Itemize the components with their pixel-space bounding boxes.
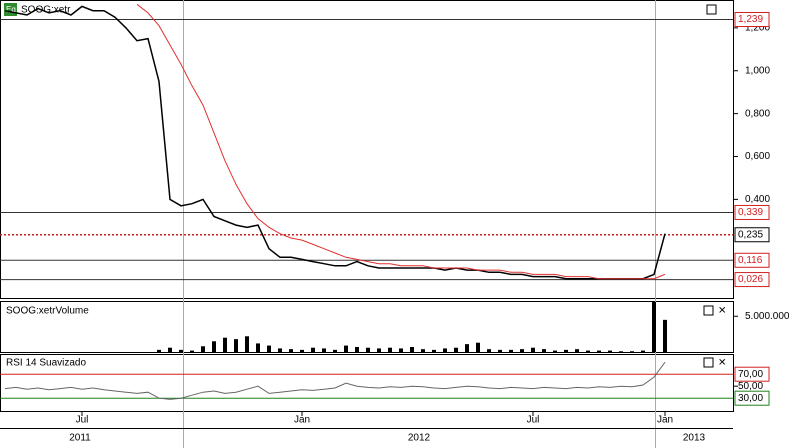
y-tick-label: 0,800	[745, 108, 770, 119]
rsi-line	[4, 361, 666, 400]
x-tick-label: Jul	[527, 415, 540, 426]
volume-bar	[663, 319, 667, 352]
x-tick-label: Jul	[76, 415, 89, 426]
volume-bar	[542, 349, 546, 352]
volume-bar	[410, 347, 414, 352]
volume-bar	[509, 349, 513, 352]
volume-bar	[168, 347, 172, 352]
volume-bar	[520, 349, 524, 352]
volume-bar	[630, 351, 634, 352]
year-label: 2011	[69, 433, 91, 444]
volume-bar	[608, 350, 612, 352]
y-tick-label: 1,200	[745, 23, 770, 34]
moving-average-line	[136, 3, 666, 280]
y-tick-label: 30,00	[738, 393, 763, 404]
volume-bar	[157, 349, 161, 352]
volume-bar	[652, 302, 656, 352]
volume-bar	[465, 344, 469, 352]
volume-bar	[432, 349, 436, 352]
level-label: 0,235	[738, 229, 763, 240]
level-label-box	[734, 227, 770, 243]
volume-bar	[399, 348, 403, 352]
maximize-button[interactable]	[703, 357, 714, 368]
volume-bar	[344, 345, 348, 352]
level-label: 0,339	[738, 207, 763, 218]
y-tick-label: 70,00	[738, 369, 763, 380]
volume-bar	[223, 337, 227, 352]
volume-bar	[289, 349, 293, 352]
rsi-title: RSI 14 Suavizado	[6, 358, 86, 369]
volume-bar	[234, 339, 238, 352]
level-label: 0,026	[738, 274, 763, 285]
price-line	[4, 5, 666, 280]
volume-bar	[597, 350, 601, 352]
volume-bar	[179, 349, 183, 352]
volume-bar	[476, 342, 480, 352]
volume-bar	[553, 350, 557, 352]
year-label: 2012	[408, 433, 431, 444]
close-button[interactable]: ✕	[718, 358, 726, 369]
volume-bar	[201, 346, 205, 352]
volume-bar	[454, 347, 458, 352]
y-tick-label: 1,000	[745, 65, 770, 76]
x-tick-label: Jan	[657, 415, 673, 426]
year-label: 2013	[683, 433, 706, 444]
volume-bar	[377, 348, 381, 352]
volume-bar	[267, 345, 271, 352]
volume-panel	[0, 301, 734, 353]
volume-bar	[278, 348, 282, 352]
volume-bar	[256, 343, 260, 352]
rsi-panel	[0, 354, 734, 412]
volume-bar	[366, 347, 370, 352]
level-label: 0,116	[738, 255, 763, 266]
volume-bar	[564, 349, 568, 352]
symbol-icon-text: Eq	[6, 5, 16, 14]
level-label-box	[734, 204, 770, 220]
volume-bar	[245, 336, 249, 352]
volume-bar	[388, 347, 392, 352]
volume-bar	[575, 349, 579, 352]
level-label: 1,239	[738, 14, 763, 25]
volume-bar	[619, 351, 623, 352]
volume-bar	[212, 341, 216, 352]
level-label-box	[734, 12, 770, 28]
volume-bar	[498, 349, 502, 352]
y-tick-label: 50,00	[738, 381, 763, 392]
volume-bar	[190, 350, 194, 352]
volume-bar	[421, 349, 425, 352]
volume-bar	[355, 347, 359, 352]
close-button[interactable]: ✕	[718, 306, 726, 317]
level-label-box	[734, 390, 770, 406]
price-title: SOOG:xetr	[21, 5, 71, 16]
volume-bar	[531, 347, 535, 352]
volume-bar	[641, 350, 645, 352]
volume-bar	[443, 348, 447, 352]
volume-bar	[300, 349, 304, 352]
volume-bar	[322, 348, 326, 352]
y-tick-label: 0,400	[745, 194, 770, 205]
y-tick-label: 5.000.000	[745, 311, 790, 322]
level-label-box	[734, 272, 770, 288]
y-tick-label: 0,600	[745, 151, 770, 162]
maximize-button[interactable]	[706, 4, 717, 15]
level-label-box	[734, 252, 770, 268]
volume-bar	[311, 347, 315, 352]
maximize-button[interactable]	[703, 305, 714, 316]
volume-bar	[333, 349, 337, 352]
level-label-box	[734, 366, 770, 382]
volume-bar	[487, 349, 491, 352]
volume-title: SOOG:xetrVolume	[6, 306, 89, 317]
price-panel	[0, 0, 734, 299]
x-tick-label: Jan	[294, 415, 310, 426]
volume-bar	[586, 350, 590, 352]
